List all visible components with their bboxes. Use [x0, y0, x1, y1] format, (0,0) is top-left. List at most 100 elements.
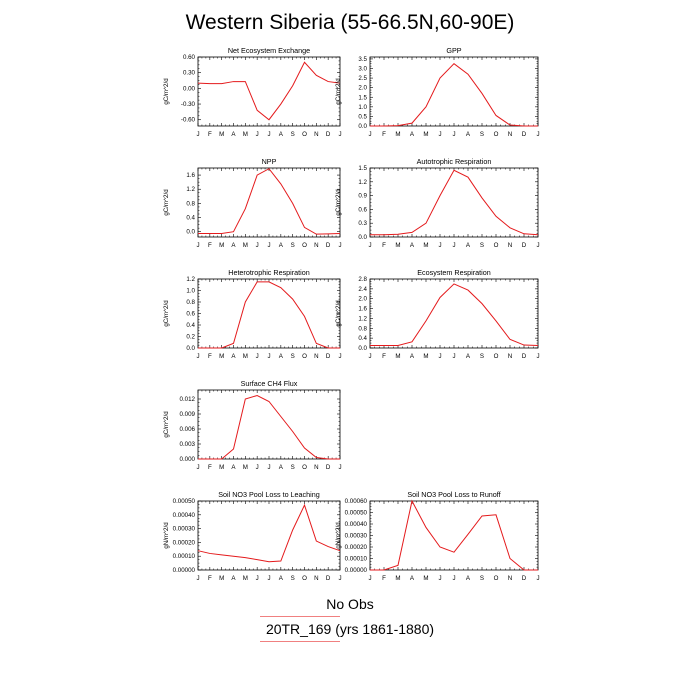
x-tick-label: A — [279, 353, 284, 360]
y-tick-label: 2.0 — [358, 85, 367, 92]
x-tick-label: M — [423, 131, 428, 138]
x-tick-label: N — [314, 464, 318, 471]
x-tick-label: M — [243, 353, 248, 360]
x-tick-label: A — [466, 131, 471, 138]
page-title: Western Siberia (55-66.5N,60-90E) — [185, 11, 515, 34]
series-line — [198, 394, 340, 460]
x-tick-label: J — [338, 464, 341, 471]
y-axis-label: gN/m^2/d — [335, 522, 342, 549]
y-tick-label: 0.009 — [180, 411, 196, 418]
y-tick-label: 3.5 — [358, 56, 367, 63]
x-tick-label: J — [536, 242, 539, 249]
series-line — [370, 283, 539, 347]
x-tick-label: M — [219, 575, 224, 582]
x-tick-label: M — [395, 131, 400, 138]
y-axis-label: gC/m^2/d — [335, 78, 342, 105]
y-axis-label: gN/m^2/d — [163, 522, 170, 549]
x-tick-label: A — [466, 242, 471, 249]
x-tick-label: J — [267, 464, 270, 471]
x-tick-label: S — [480, 242, 484, 249]
x-tick-label: O — [302, 464, 307, 471]
y-tick-label: 1.2 — [186, 276, 195, 283]
x-tick-label: D — [522, 131, 527, 138]
y-axis-label: gC/m^2/d — [163, 78, 170, 105]
y-tick-label: 1.5 — [358, 94, 367, 101]
chart-panel-3: Autotrophic Respiration gC/m^2/d J F M A M J J A S… — [335, 157, 540, 249]
x-tick-label: J — [267, 242, 270, 249]
y-tick-label: 0.003 — [180, 441, 196, 448]
x-tick-label: A — [279, 575, 284, 582]
y-tick-label: 0.4 — [186, 215, 195, 222]
x-tick-label: F — [208, 575, 212, 582]
x-tick-label: A — [410, 242, 415, 249]
y-tick-label: 1.2 — [358, 179, 367, 186]
y-tick-label: 0.00030 — [345, 533, 368, 540]
x-tick-label: F — [208, 242, 212, 249]
y-tick-label: 0.6 — [186, 311, 195, 318]
y-tick-label: 2.8 — [358, 276, 367, 283]
x-tick-label: S — [291, 464, 295, 471]
x-tick-label: S — [291, 575, 295, 582]
x-tick-label: O — [302, 131, 307, 138]
x-tick-label: F — [208, 131, 212, 138]
x-tick-label: J — [368, 353, 371, 360]
y-tick-label: 0.00000 — [173, 567, 196, 574]
x-tick-label: M — [423, 242, 428, 249]
y-axis-label: gC/m^2/d — [163, 189, 170, 216]
plot-frame — [197, 56, 341, 127]
x-tick-label: M — [243, 464, 248, 471]
panel-title: NPP — [262, 157, 277, 166]
x-tick-label: M — [423, 353, 428, 360]
x-tick-label: J — [452, 242, 455, 249]
plot-frame — [369, 500, 539, 571]
x-tick-label: J — [338, 242, 341, 249]
plot-frame — [197, 389, 341, 460]
x-tick-label: J — [338, 353, 341, 360]
y-tick-label: 1.0 — [186, 288, 195, 295]
x-tick-label: D — [326, 464, 331, 471]
x-tick-label: M — [395, 353, 400, 360]
x-tick-label: J — [196, 353, 199, 360]
y-tick-label: 3.0 — [358, 66, 367, 73]
panel-title: Heterotrophic Respiration — [228, 268, 310, 277]
legend-entry-no-obs: No Obs — [326, 596, 374, 612]
y-tick-label: 0.8 — [358, 325, 367, 332]
y-tick-label: 0.0 — [358, 345, 367, 352]
series-line — [198, 281, 340, 349]
y-tick-label: 0.9 — [358, 193, 367, 200]
x-tick-label: A — [231, 131, 236, 138]
y-tick-label: 0.6 — [358, 206, 367, 213]
x-tick-label: N — [508, 575, 512, 582]
x-tick-label: N — [314, 353, 318, 360]
y-tick-label: 2.0 — [358, 296, 367, 303]
chart-panel-5: Ecosystem Respiration gC/m^2/d J F M A M J J A S O N… — [335, 268, 540, 360]
y-tick-label: 0.00020 — [173, 539, 196, 546]
x-tick-label: F — [382, 353, 386, 360]
x-tick-label: S — [480, 575, 484, 582]
y-tick-label: -0.30 — [181, 101, 196, 108]
x-tick-label: N — [508, 131, 512, 138]
panel-title: Soil NO3 Pool Loss to Leaching — [218, 490, 320, 499]
x-tick-label: A — [410, 353, 415, 360]
chart-panel-7: Soil NO3 Pool Loss to Leaching gN/m^2/d J F… — [163, 490, 342, 582]
plot-frame — [369, 167, 539, 238]
y-tick-label: 0.00030 — [173, 526, 196, 533]
x-tick-label: A — [231, 464, 236, 471]
plot-frame — [197, 500, 341, 571]
panel-title: GPP — [446, 46, 461, 55]
x-tick-label: F — [208, 353, 212, 360]
x-tick-label: J — [438, 131, 441, 138]
x-tick-label: J — [196, 131, 199, 138]
x-tick-label: D — [522, 575, 527, 582]
x-tick-label: J — [196, 242, 199, 249]
x-tick-label: A — [231, 353, 236, 360]
x-tick-label: J — [196, 575, 199, 582]
x-tick-label: D — [326, 353, 331, 360]
x-tick-label: J — [452, 575, 455, 582]
y-axis-label: gC/m^2/d — [163, 411, 170, 438]
y-tick-label: 0.5 — [358, 113, 367, 120]
x-tick-label: J — [267, 575, 270, 582]
